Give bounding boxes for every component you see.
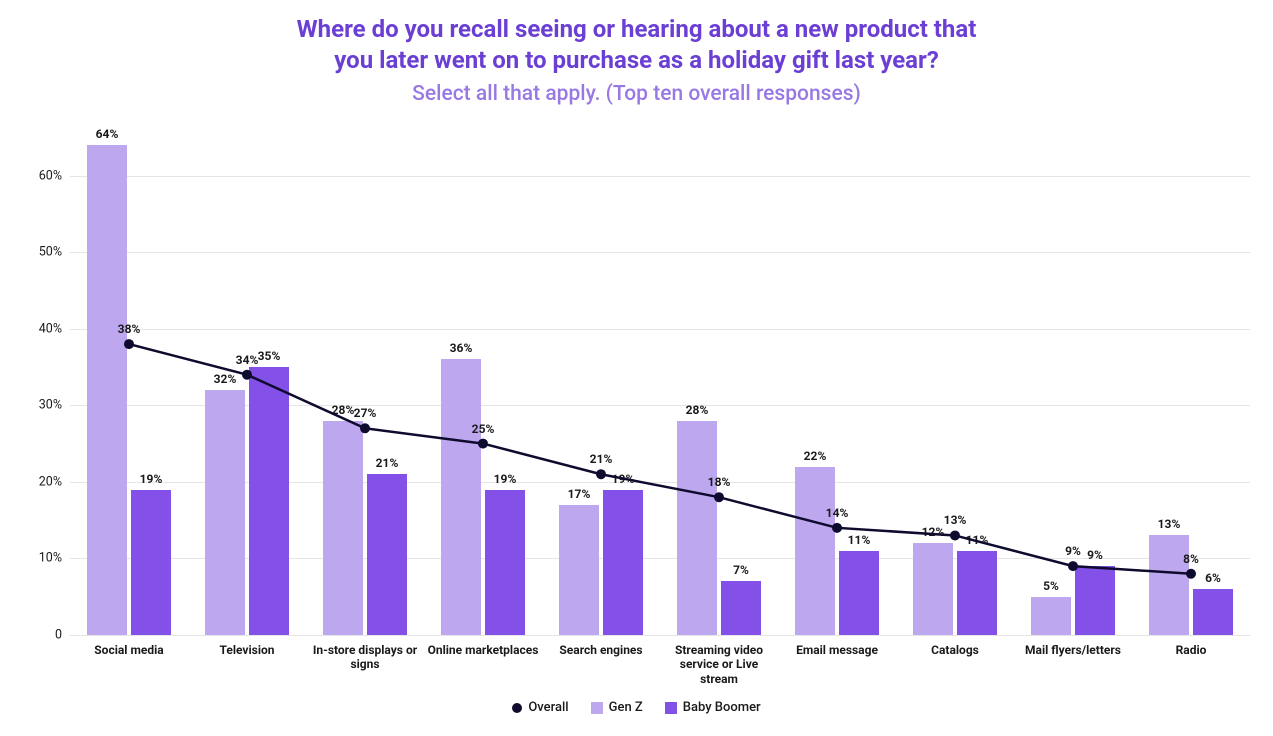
overall-line-value-label: 21% <box>590 452 613 466</box>
legend-swatch <box>665 702 677 714</box>
overall-line-marker <box>832 523 842 533</box>
overall-line-marker <box>478 439 488 449</box>
bar-value-label: 64% <box>87 127 127 141</box>
overall-line-marker <box>360 423 370 433</box>
overall-line-value-label: 9% <box>1065 544 1081 558</box>
legend-item: Overall <box>512 700 568 715</box>
category-label: Search engines <box>545 643 657 657</box>
overall-line-value-label: 18% <box>708 475 731 489</box>
title-line1: Where do you recall seeing or hearing ab… <box>297 15 977 43</box>
legend-item: Gen Z <box>591 700 643 715</box>
category-label: Streaming video service or Live stream <box>663 643 775 686</box>
y-axis-tick: 20% <box>39 474 62 489</box>
y-axis-tick: 40% <box>39 321 62 336</box>
overall-line-value-label: 8% <box>1183 552 1199 566</box>
overall-line-marker <box>124 339 134 349</box>
legend-label: Baby Boomer <box>683 700 761 715</box>
chart-title: Where do you recall seeing or hearing ab… <box>0 0 1273 76</box>
overall-line-value-label: 27% <box>354 406 377 420</box>
category-label: Television <box>191 643 303 657</box>
overall-line-marker <box>596 469 606 479</box>
category-label: Email message <box>781 643 893 657</box>
chart-container: Where do you recall seeing or hearing ab… <box>0 0 1273 736</box>
legend-item: Baby Boomer <box>665 700 761 715</box>
overall-line-marker <box>1068 561 1078 571</box>
legend-label: Overall <box>528 700 568 715</box>
category-label: Online marketplaces <box>427 643 539 657</box>
overall-line-value-label: 14% <box>826 506 849 520</box>
y-axis-tick: 0 <box>55 628 62 643</box>
overall-line-value-label: 25% <box>472 422 495 436</box>
overall-line-marker <box>950 530 960 540</box>
chart-subtitle: Select all that apply. (Top ten overall … <box>0 82 1273 106</box>
legend-swatch <box>591 702 603 714</box>
overall-line-marker <box>714 492 724 502</box>
gridline <box>70 635 1250 636</box>
legend-swatch <box>512 703 522 713</box>
overall-line-svg <box>70 145 1250 635</box>
y-axis-tick: 60% <box>39 168 62 183</box>
category-label: Mail flyers/letters <box>1017 643 1129 657</box>
overall-line-value-label: 34% <box>236 353 259 367</box>
y-axis-tick: 10% <box>39 551 62 566</box>
category-label: Catalogs <box>899 643 1011 657</box>
y-axis-tick: 30% <box>39 398 62 413</box>
chart-legend: Overall Gen Z Baby Boomer <box>0 700 1273 715</box>
category-label: Radio <box>1135 643 1247 657</box>
legend-label: Gen Z <box>609 700 643 715</box>
title-line2: you later went on to purchase as a holid… <box>334 46 939 74</box>
overall-line-marker <box>242 370 252 380</box>
category-label: Social media <box>73 643 185 657</box>
category-label: In-store displays or signs <box>309 643 421 672</box>
chart-plot-area: 010%20%30%40%50%60%64%19%Social media32%… <box>70 145 1250 635</box>
overall-line-marker <box>1186 569 1196 579</box>
overall-line-value-label: 38% <box>118 322 141 336</box>
overall-line <box>129 344 1191 574</box>
overall-line-value-label: 13% <box>944 513 967 527</box>
y-axis-tick: 50% <box>39 245 62 260</box>
